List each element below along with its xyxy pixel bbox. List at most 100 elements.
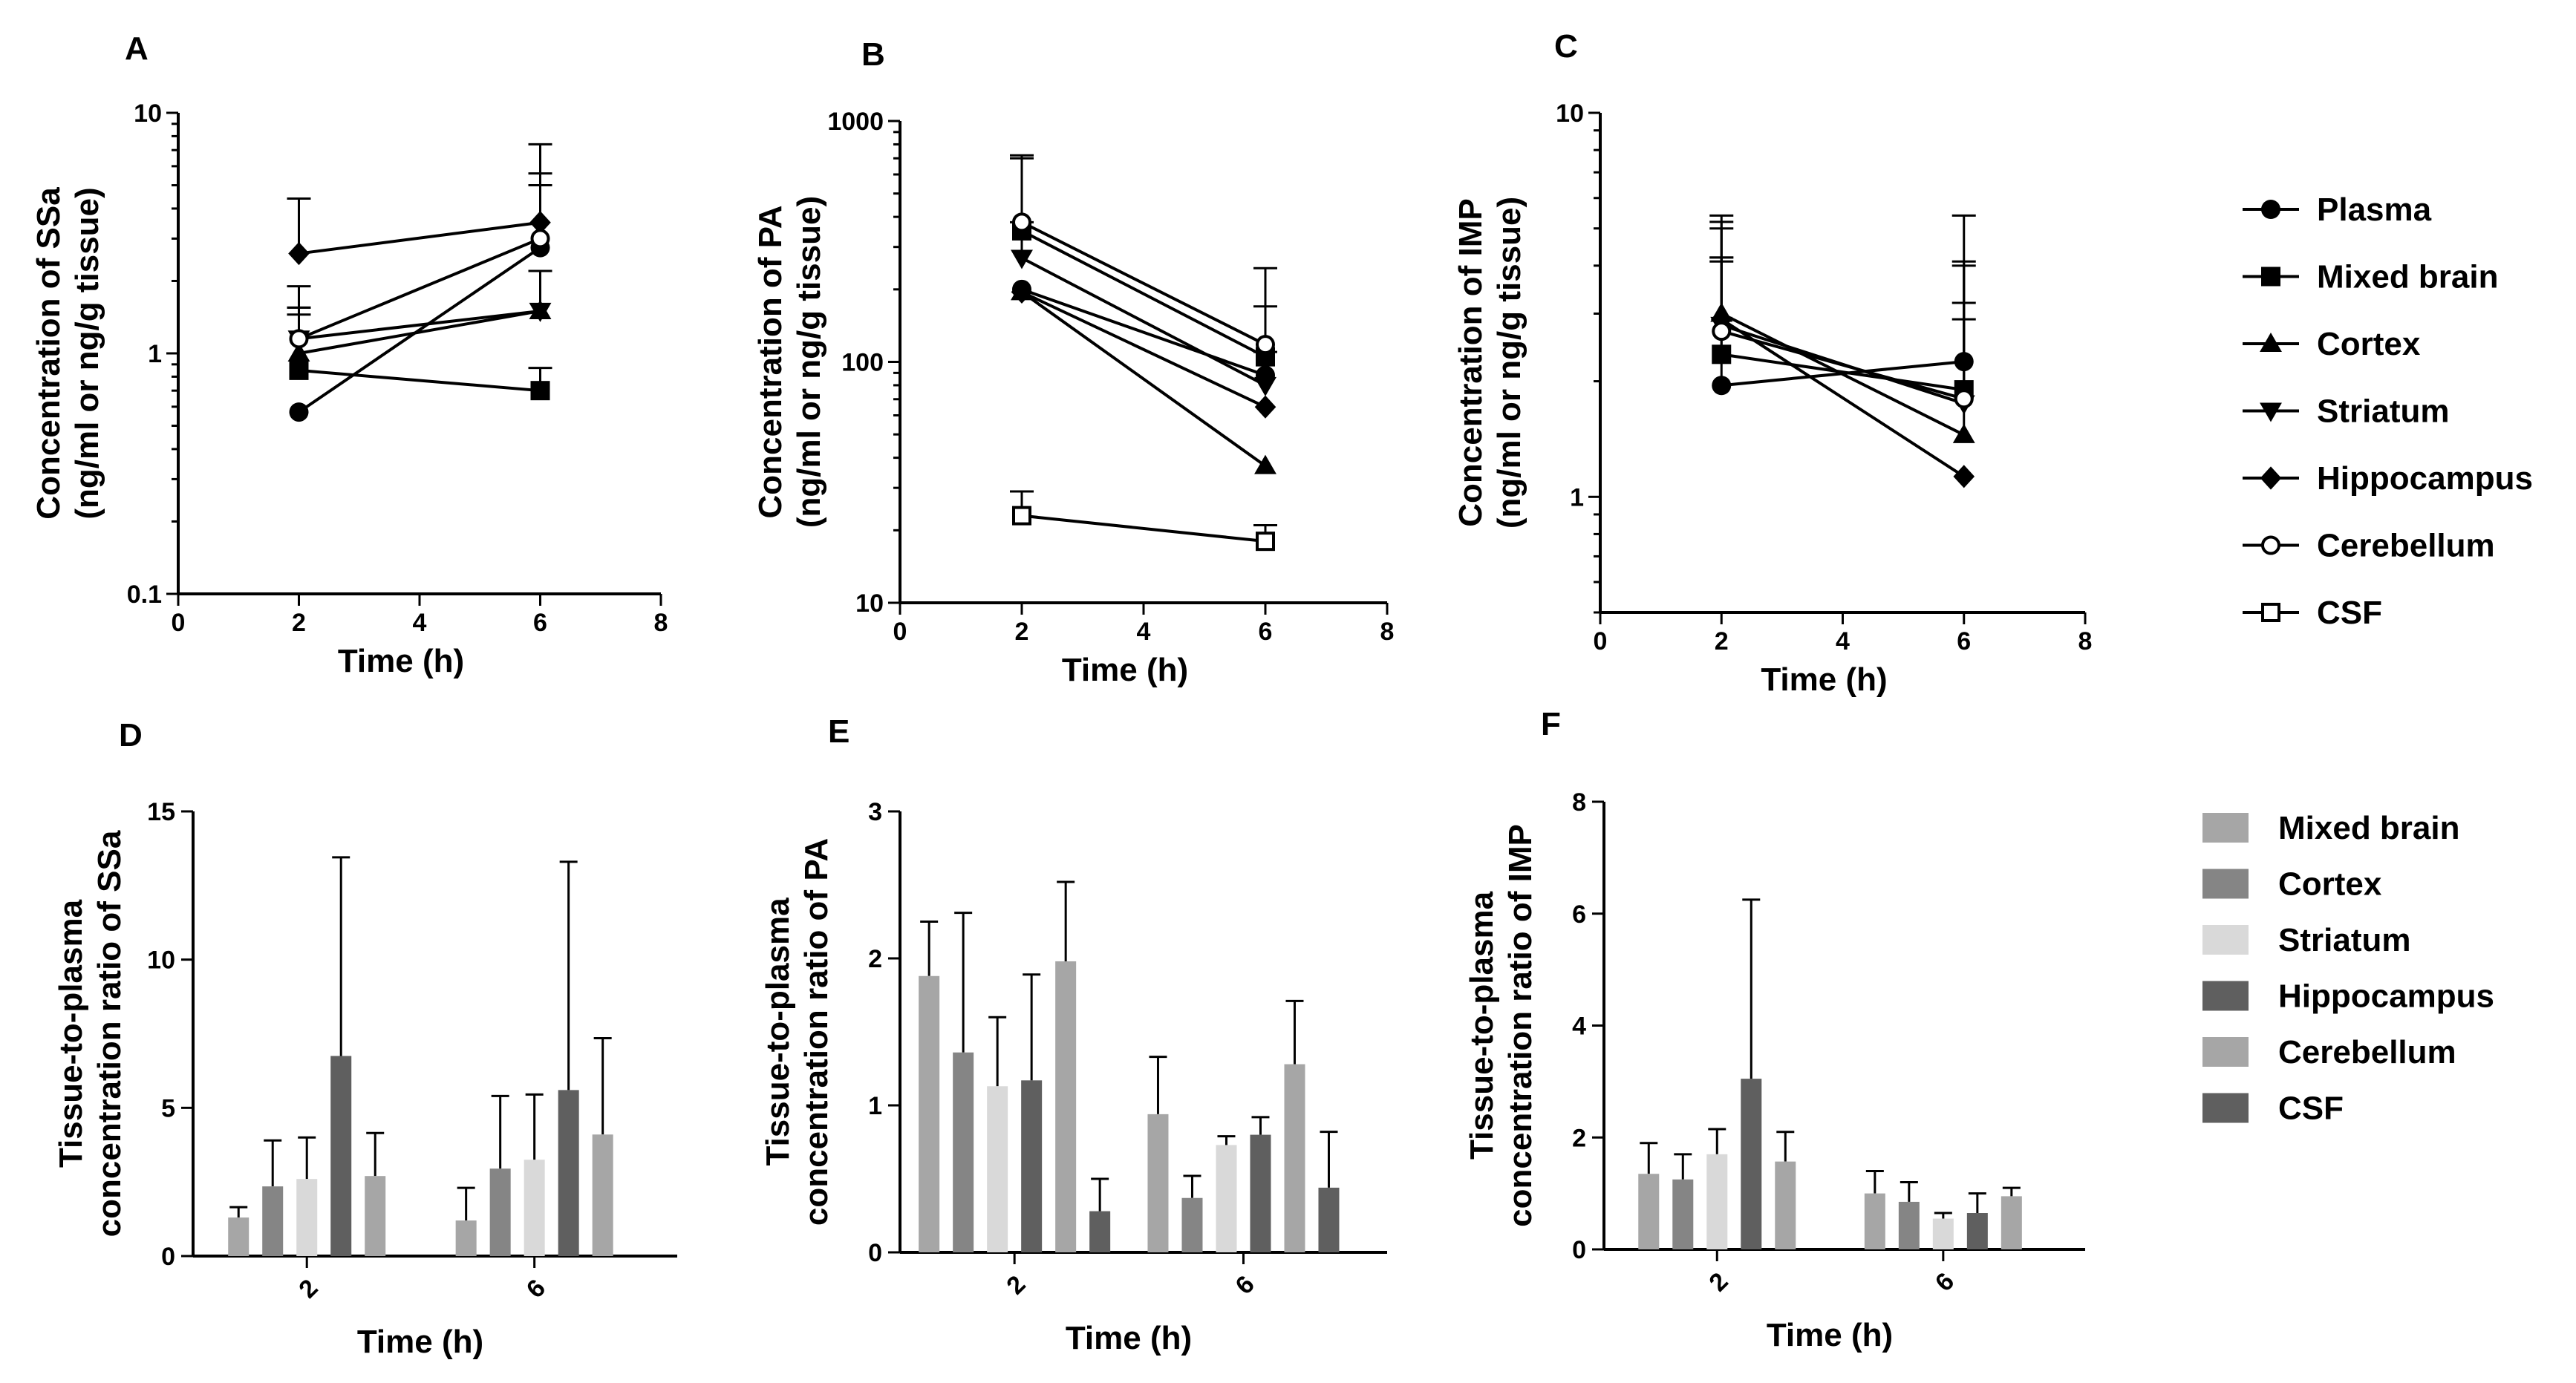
data-point <box>289 402 309 422</box>
y-tick-label: 2 <box>868 945 882 973</box>
bar-mixed <box>1864 1193 1885 1249</box>
bar-hippocampus <box>330 1056 352 1256</box>
series-line <box>1021 290 1266 409</box>
x-tick-label: 4 <box>1137 618 1151 646</box>
bar-mixed <box>228 1217 250 1256</box>
panel-d: D 0 5 10 15 2 6 Time (h) Tissue-to-plasmaconcent… <box>53 717 677 1360</box>
legend-marker <box>2261 535 2280 555</box>
x-tick-label: 6 <box>521 1274 551 1304</box>
y-axis-title-line: (ng/ml or ng/g tissue) <box>1491 197 1527 529</box>
bar-mixed <box>1147 1114 1169 1252</box>
bar-cerebellum <box>1284 1064 1305 1252</box>
series-plasma <box>289 172 552 422</box>
legend-marker <box>2261 603 2280 622</box>
y-tick-label: 6 <box>1572 900 1586 929</box>
x-tick-label: 2 <box>1001 1270 1031 1300</box>
x-tick-label: 2 <box>293 1274 323 1304</box>
legend-swatch <box>2202 869 2249 899</box>
bar-hippocampus <box>558 1090 579 1256</box>
bar-mixed <box>919 975 940 1252</box>
legend-label: Cerebellum <box>2317 528 2495 564</box>
x-axis-title: Time (h) <box>1761 661 1887 698</box>
x-tick-label: 0 <box>1594 627 1608 655</box>
x-axis-title: Time (h) <box>1066 1320 1192 1356</box>
y-tick-label: 8 <box>1572 788 1586 817</box>
x-axis-title: Time (h) <box>1062 652 1188 688</box>
y-axis-title-line: Tissue-to-plasma <box>53 899 89 1168</box>
series-mixed <box>1010 157 1277 367</box>
bar-cortex <box>1898 1201 1920 1249</box>
series-line <box>299 309 541 341</box>
bar-csf <box>1318 1187 1340 1252</box>
bar-cortex <box>953 1052 974 1252</box>
y-axis-title: Tissue-to-plasmaconcentration ratio of P… <box>760 838 835 1226</box>
bar-cortex <box>262 1186 284 1256</box>
y-axis-title-line: concentration ratio of SSa <box>91 830 128 1237</box>
legend-swatch <box>2202 981 2249 1011</box>
legend-label: Mixed brain <box>2317 259 2499 295</box>
x-tick-label: 8 <box>1380 618 1395 646</box>
y-axis-title: Concentration of IMP(ng/ml or ng/g tissu… <box>1452 197 1527 529</box>
x-tick-label: 2 <box>1015 618 1029 646</box>
series-line <box>298 237 541 341</box>
panel-letter: B <box>861 36 885 73</box>
data-point <box>1254 376 1276 396</box>
y-axis-title: Concentration of SSa(ng/ml or ng/g tissu… <box>30 187 105 520</box>
data-point <box>1256 335 1275 355</box>
y-tick-label: 0 <box>1572 1236 1586 1264</box>
series-cerebellum <box>1010 154 1277 355</box>
bar-cortex <box>489 1168 511 1256</box>
x-tick-label: 8 <box>654 609 668 637</box>
series-line <box>299 368 541 393</box>
series-line <box>1021 256 1266 387</box>
panel-letter: F <box>1541 706 1561 742</box>
panel-c: C 1 10 0 2 4 6 8 Time (h) Concentration of IMP(ng… <box>1452 28 2092 698</box>
series-csf <box>1010 490 1277 552</box>
series-line <box>1721 312 1965 437</box>
y-tick-label: 15 <box>147 798 175 826</box>
panel-letter: D <box>119 717 143 753</box>
data-point <box>288 241 310 266</box>
legend-marker <box>2261 267 2280 287</box>
series-line <box>299 309 541 355</box>
bar-hippocampus <box>1250 1134 1271 1252</box>
data-point <box>1012 506 1031 526</box>
y-tick-label: 1 <box>1570 483 1584 511</box>
x-tick-label: 8 <box>2078 627 2093 655</box>
legend-marker <box>2260 466 2282 490</box>
y-axis-title-line: Concentration of IMP <box>1452 198 1489 526</box>
x-axis-title: Time (h) <box>338 643 464 679</box>
legend-swatch <box>2202 925 2249 955</box>
y-axis-title: Tissue-to-plasmaconcentration ratio of S… <box>53 830 128 1237</box>
legend-label: Hippocampus <box>2278 978 2494 1015</box>
bar-cortex <box>1672 1179 1694 1249</box>
bar-cortex <box>1181 1197 1203 1252</box>
y-tick-label: 1 <box>868 1092 882 1120</box>
series-hippocampus <box>1011 280 1276 419</box>
legend-label: Plasma <box>2317 192 2432 228</box>
bar-striatum <box>1932 1218 1954 1249</box>
data-point <box>1712 376 1732 396</box>
series-cerebellum <box>287 184 552 349</box>
bar-legend: Mixed brain Cortex Striatum Hippocampus Cere… <box>2202 810 2494 1127</box>
y-tick-label: 0 <box>161 1243 175 1271</box>
y-axis-title-line: concentration ratio of PA <box>798 838 835 1226</box>
bar-csf <box>1089 1211 1111 1252</box>
y-tick-label: 100 <box>841 349 884 377</box>
y-tick-label: 10 <box>134 99 162 128</box>
bar-striatum <box>296 1179 318 1256</box>
x-tick-label: 0 <box>893 618 907 646</box>
x-tick-label: 6 <box>1259 618 1273 646</box>
series-line <box>1721 330 1965 401</box>
series-cortex <box>287 269 552 362</box>
y-axis-title-line: concentration ratio of IMP <box>1502 824 1539 1227</box>
data-point <box>1012 212 1031 232</box>
bar-cerebellum <box>1775 1161 1796 1249</box>
series-mixed <box>287 306 552 401</box>
x-tick-label: 6 <box>1930 1267 1960 1297</box>
bar-striatum <box>987 1086 1008 1252</box>
series-line <box>1021 514 1266 543</box>
data-point <box>530 229 550 249</box>
legend-label: CSF <box>2317 595 2382 631</box>
